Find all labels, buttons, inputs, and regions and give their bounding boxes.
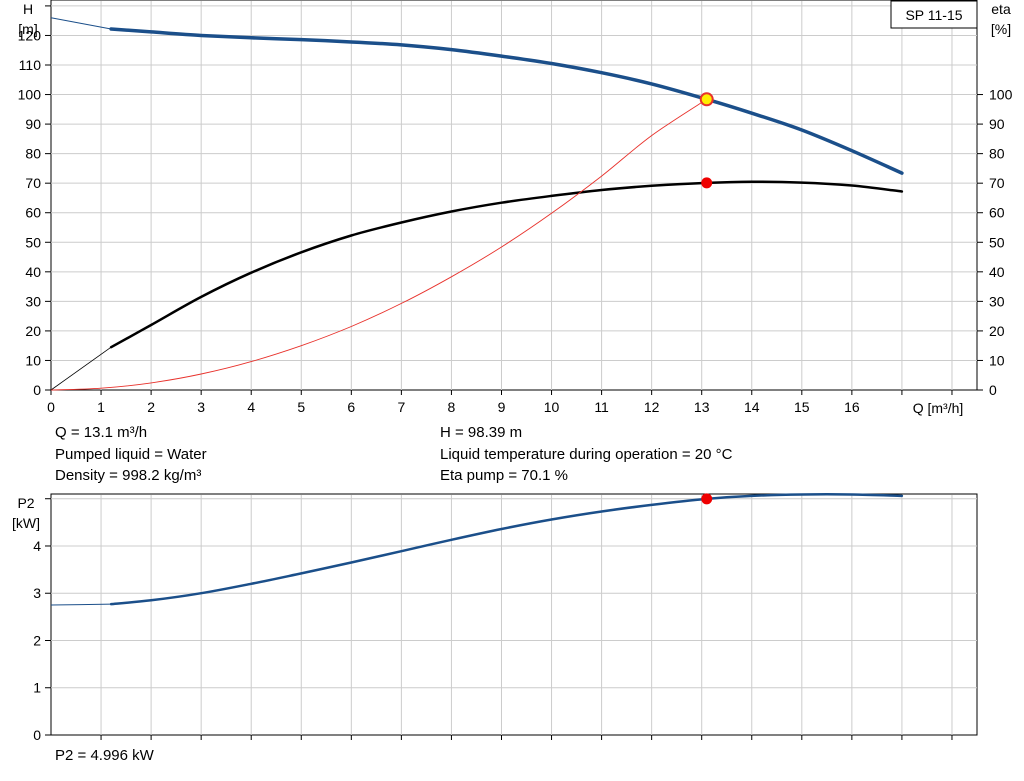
head-tick-label: 80 [25,146,41,162]
power-curve [109,493,904,606]
head-plot-grid [51,1,977,390]
flow-tick-label: 7 [397,399,405,415]
head-duty-point [699,92,714,107]
flow-tick-label: 9 [498,399,506,415]
legend-text: SP 11-15 [905,7,962,23]
power-axis-unit: [kW] [12,515,40,531]
head-tick-label: 20 [25,323,41,339]
head-axis-label: H [23,1,33,17]
info-temperature: Liquid temperature during operation = 20… [440,446,733,463]
head-tick-label: 30 [25,293,41,309]
flow-tick-label: 5 [297,399,305,415]
head-plot-ticks: 0 1 2 3 4 5 6 7 8 9 10 11 12 13 14 15 160102030405060708… [18,5,1013,415]
info-power: P2 = 4.996 kW [55,747,154,764]
head-curve [109,27,904,175]
eta-tick-label: 60 [989,205,1005,221]
flow-tick-label: 6 [347,399,355,415]
flow-axis-label: Q [m³/h] [913,400,964,416]
power-plot-frame [50,493,978,736]
eta-tick-label: 70 [989,175,1005,191]
info-eta-pump: Eta pump = 70.1 % [440,467,568,484]
flow-tick-label: 4 [247,399,255,415]
power-curve-extension [50,603,112,606]
power-tick-label: 3 [33,585,41,601]
info-liquid: Pumped liquid = Water [55,446,207,463]
power-axis-label: P2 [17,495,34,511]
eta-tick-label: 10 [989,352,1005,368]
power-tick-label: 1 [33,680,41,696]
power-plot-series [50,493,904,606]
flow-tick-label: 1 [97,399,105,415]
flow-tick-label: 2 [147,399,155,415]
head-curve-extension [50,17,112,30]
flow-tick-label: 0 [47,399,55,415]
flow-tick-label: 3 [197,399,205,415]
eta-tick-label: 20 [989,323,1005,339]
head-tick-label: 70 [25,175,41,191]
eta-tick-label: 30 [989,293,1005,309]
head-tick-label: 100 [18,87,42,103]
info-density: Density = 998.2 kg/m³ [55,467,202,484]
flow-tick-label: 14 [744,399,760,415]
head-tick-label: 60 [25,205,41,221]
power-tick-label: 4 [33,538,41,554]
head-tick-label: 90 [25,116,41,132]
eta-axis-unit: [%] [991,21,1011,37]
eta-duty-point [701,177,713,189]
head-tick-label: 50 [25,234,41,250]
head-plot-frame [50,0,978,391]
power-plot-grid [51,495,977,735]
info-head: H = 98.39 m [440,424,523,441]
head-tick-label: 110 [19,57,42,73]
flow-tick-label: 8 [448,399,456,415]
power-tick-label: 2 [33,632,41,648]
eta-tick-label: 0 [989,382,997,398]
flow-tick-label: 12 [644,399,660,415]
eta-tick-label: 50 [989,234,1005,250]
power-tick-label: 0 [33,727,41,743]
head-plot-series [50,17,904,391]
legend-box [890,0,978,29]
flow-tick-label: 15 [794,399,810,415]
power-plot-ticks: 0 1 2 3 4 [33,498,953,743]
eta-curve [109,180,904,349]
eta-axis-label: eta [991,1,1011,17]
info-flow: Q = 13.1 m³/h [55,424,148,441]
head-tick-label: 120 [18,27,42,43]
eta-curve-extension [50,346,112,391]
power-duty-point [701,493,713,505]
system-curve [50,98,707,391]
head-tick-label: 10 [25,352,41,368]
head-tick-label: 40 [25,264,41,280]
eta-tick-label: 100 [989,87,1013,103]
head-axis-unit: [m] [18,21,37,37]
eta-tick-label: 90 [989,116,1005,132]
head-tick-label: 0 [33,382,41,398]
flow-tick-label: 16 [844,399,860,415]
eta-tick-label: 40 [989,264,1005,280]
flow-tick-label: 11 [594,399,609,415]
flow-tick-label: 13 [694,399,710,415]
eta-tick-label: 80 [989,146,1005,162]
flow-tick-label: 10 [544,399,560,415]
